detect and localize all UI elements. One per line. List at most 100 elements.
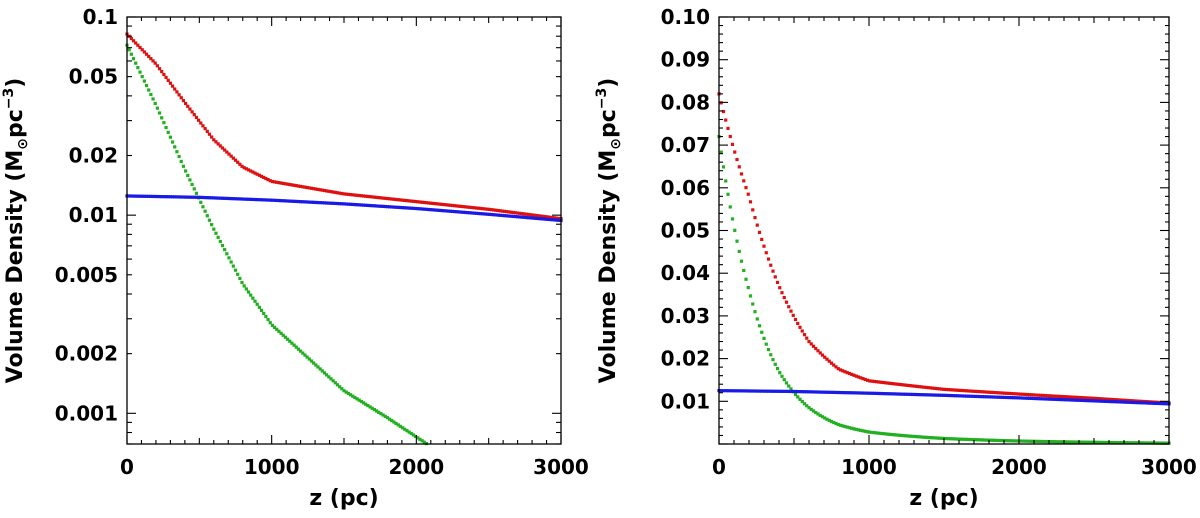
data-point: [838, 423, 843, 427]
data-point: [973, 394, 978, 399]
data-point: [764, 389, 768, 393]
data-point: [998, 395, 1002, 399]
data-point: [129, 52, 133, 56]
data-point: [513, 214, 518, 219]
data-point: [733, 389, 737, 393]
data-point: [742, 268, 746, 273]
data-point: [1115, 400, 1119, 404]
data-point: [379, 196, 383, 200]
data-point: [773, 389, 777, 393]
data-point: [976, 438, 980, 442]
data-point: [841, 424, 845, 428]
data-point: [383, 204, 387, 209]
data-point: [1144, 401, 1149, 405]
data-point: [775, 280, 780, 285]
data-point: [933, 386, 937, 390]
data-point: [333, 190, 337, 195]
data-point: [398, 424, 403, 428]
data-point: [879, 391, 883, 396]
data-point: [201, 205, 205, 209]
data-point: [151, 59, 155, 63]
data-point: [251, 197, 255, 202]
data-point: [374, 195, 379, 199]
data-point: [214, 140, 218, 144]
data-point: [433, 202, 437, 206]
data-point: [314, 363, 318, 367]
data-point: [906, 392, 910, 396]
data-point: [390, 419, 394, 423]
data-point: [935, 436, 939, 440]
data-point: [915, 384, 919, 389]
data-point: [190, 182, 194, 186]
data-point: [931, 436, 935, 440]
data-point: [1077, 398, 1081, 402]
data-point: [238, 162, 242, 166]
data-point: [748, 294, 753, 298]
data-point: [411, 433, 416, 437]
data-point: [463, 210, 468, 215]
data-point: [1084, 440, 1088, 444]
data-point: [955, 437, 960, 441]
data-point: [1104, 399, 1108, 403]
data-point: [1016, 392, 1020, 396]
data-point: [1052, 394, 1056, 398]
data-point: [385, 205, 389, 209]
data-point: [870, 430, 874, 435]
data-point: [1108, 399, 1113, 404]
data-point: [210, 196, 214, 200]
data-point: [398, 205, 403, 210]
data-point: [218, 239, 222, 244]
data-point: [746, 285, 750, 290]
data-point: [327, 201, 331, 205]
data-point: [859, 428, 863, 432]
data-point: [996, 395, 1000, 399]
data-point: [1043, 439, 1047, 444]
data-point: [168, 81, 172, 85]
data-point: [726, 192, 730, 196]
data-point: [400, 426, 405, 430]
data-point: [492, 208, 496, 212]
data-point: [719, 389, 723, 393]
data-point: [1095, 399, 1099, 403]
data-point: [312, 361, 316, 365]
data-point: [773, 275, 777, 279]
data-point: [216, 142, 220, 146]
data-point: [526, 212, 531, 217]
data-point: [390, 205, 394, 209]
data-point: [744, 186, 748, 190]
data-point: [793, 389, 798, 394]
data-point: [892, 392, 897, 396]
data-point: [823, 390, 827, 394]
data-point: [958, 388, 962, 392]
data-point: [201, 124, 205, 128]
data-point: [233, 158, 238, 162]
data-point: [919, 385, 924, 389]
data-point: [1162, 441, 1167, 445]
data-point: [173, 145, 177, 149]
data-point: [890, 381, 894, 386]
data-point: [809, 342, 813, 346]
data-point: [782, 295, 786, 300]
data-point: [134, 194, 138, 198]
data-point: [210, 135, 214, 139]
data-point: [1003, 395, 1007, 400]
data-point: [1009, 396, 1014, 400]
data-point: [1099, 399, 1104, 403]
data-point: [1147, 441, 1151, 445]
data-point: [251, 296, 255, 300]
data-point: [149, 57, 153, 61]
data-point: [283, 335, 288, 339]
data-point: [798, 397, 802, 401]
data-point: [1009, 391, 1014, 396]
data-point: [281, 199, 285, 203]
data-point: [418, 207, 422, 211]
data-point: [969, 389, 973, 393]
data-point: [205, 214, 209, 218]
data-point: [825, 357, 829, 361]
data-point: [733, 150, 737, 154]
x-tick-label: 2000: [991, 455, 1047, 479]
data-point: [166, 78, 170, 82]
data-point: [227, 152, 231, 156]
data-point: [346, 391, 350, 396]
data-point: [299, 184, 303, 189]
